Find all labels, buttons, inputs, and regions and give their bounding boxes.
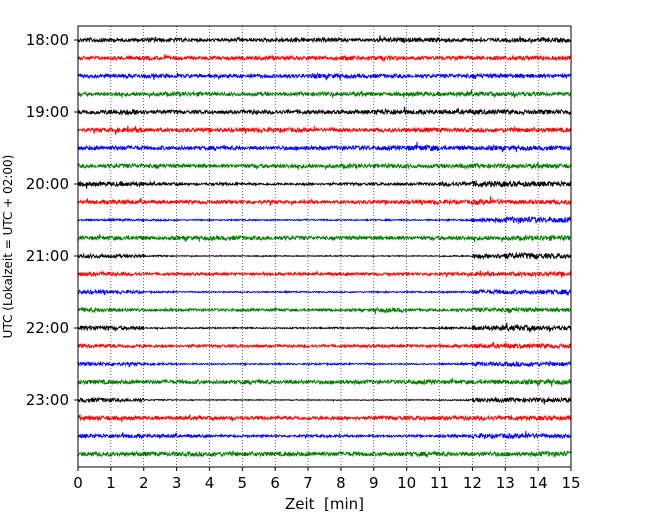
y-tick-label-20:00: 20:00 bbox=[26, 175, 69, 193]
plot-frame bbox=[77, 25, 572, 468]
x-tick-label-11: 11 bbox=[430, 474, 449, 492]
trace-18:45 bbox=[77, 89, 572, 99]
trace-20:30 bbox=[77, 215, 572, 225]
x-axis-label: Zeit [min] bbox=[285, 495, 364, 513]
x-tick-label-5: 5 bbox=[238, 474, 248, 492]
trace-22:15 bbox=[77, 341, 572, 350]
x-tick-label-8: 8 bbox=[336, 474, 346, 492]
x-tick-label-2: 2 bbox=[139, 474, 149, 492]
y-tick-label-21:00: 21:00 bbox=[26, 247, 69, 265]
y-axis-label: UTC (Lokalzeit = UTC + 02:00) bbox=[1, 155, 15, 339]
trace-19:00 bbox=[77, 106, 572, 117]
trace-23:30 bbox=[77, 430, 572, 440]
x-tick-label-3: 3 bbox=[172, 474, 182, 492]
trace-19:30 bbox=[77, 141, 572, 153]
x-tick-label-15: 15 bbox=[561, 474, 580, 492]
y-tick-label-19:00: 19:00 bbox=[26, 103, 69, 121]
trace-19:15 bbox=[77, 125, 572, 136]
x-tick-label-7: 7 bbox=[303, 474, 313, 492]
x-tick-label-9: 9 bbox=[369, 474, 379, 492]
x-tick-label-10: 10 bbox=[397, 474, 416, 492]
trace-22:45 bbox=[77, 377, 572, 387]
x-tick-label-12: 12 bbox=[463, 474, 482, 492]
x-tick-label-6: 6 bbox=[270, 474, 280, 492]
trace-22:30 bbox=[77, 360, 572, 368]
trace-19:45 bbox=[77, 162, 572, 171]
x-tick-label-14: 14 bbox=[529, 474, 548, 492]
trace-20:45 bbox=[77, 233, 572, 243]
trace-22:00 bbox=[77, 322, 572, 333]
y-axis-ticks: 18:00 19:00 20:00 21:00 22:00 23:00 bbox=[26, 31, 78, 409]
x-tick-label-13: 13 bbox=[496, 474, 515, 492]
y-tick-label-22:00: 22:00 bbox=[26, 319, 69, 337]
trace-21:00 bbox=[77, 251, 572, 261]
x-tick-label-4: 4 bbox=[205, 474, 215, 492]
y-tick-label-18:00: 18:00 bbox=[26, 31, 69, 49]
x-tick-label-0: 0 bbox=[73, 474, 83, 492]
trace-21:30 bbox=[77, 288, 572, 296]
trace-21:45 bbox=[77, 306, 572, 315]
trace-18:30 bbox=[77, 72, 572, 81]
x-axis-ticks: 0 1 2 3 4 5 6 7 8 9 10 11 12 13 14 15 bbox=[73, 467, 581, 492]
trace-18:00 bbox=[77, 35, 572, 45]
trace-23:15 bbox=[77, 414, 572, 423]
trace-23:45 bbox=[77, 450, 572, 459]
trace-lines bbox=[77, 35, 572, 459]
trace-23:00 bbox=[77, 396, 572, 405]
x-tick-label-1: 1 bbox=[106, 474, 116, 492]
trace-20:15 bbox=[77, 196, 572, 207]
trace-21:15 bbox=[77, 269, 572, 278]
trace-20:00 bbox=[77, 180, 572, 189]
trace-18:15 bbox=[77, 54, 572, 62]
y-tick-label-23:00: 23:00 bbox=[26, 391, 69, 409]
